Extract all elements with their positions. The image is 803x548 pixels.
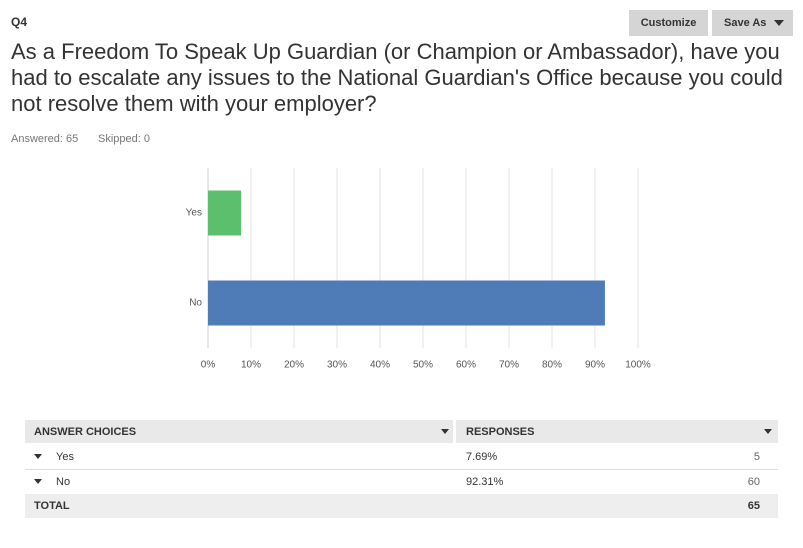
answered-count: Answered: 65	[11, 133, 79, 145]
x-tick-label: 10%	[241, 360, 261, 371]
x-tick-label: 20%	[284, 360, 304, 371]
x-tick-label: 80%	[542, 360, 562, 371]
x-tick-label: 30%	[327, 360, 347, 371]
question-title: As a Freedom To Speak Up Guardian (or Ch…	[11, 39, 783, 116]
customize-button[interactable]: Customize	[629, 10, 708, 36]
sort-arrow[interactable]	[764, 429, 772, 434]
x-tick-label: 100%	[625, 360, 651, 371]
answer-choice: No	[56, 476, 71, 488]
expand-arrow[interactable]	[34, 454, 42, 459]
header-cell	[25, 420, 453, 443]
x-tick-label: 60%	[456, 360, 476, 371]
total-label: TOTAL	[34, 500, 70, 512]
x-tick-label: 50%	[413, 360, 433, 371]
x-tick-label: 0%	[201, 360, 216, 371]
row-divider	[25, 469, 778, 470]
y-tick-label: Yes	[186, 208, 202, 219]
expand-arrow[interactable]	[34, 479, 42, 484]
question-id: Q4	[11, 15, 28, 29]
chart: 0% 10% 20% 30% 40% 50% 60% 70% 80% 90% 100% Yes No	[186, 168, 651, 371]
response-percent: 7.69%	[466, 451, 498, 463]
bar	[208, 280, 605, 326]
save-as-label: Save As	[724, 17, 767, 29]
x-tick-label: 90%	[585, 360, 605, 371]
sort-arrow[interactable]	[441, 429, 449, 434]
column-header[interactable]: ANSWER CHOICES	[34, 426, 137, 438]
column-header[interactable]: RESPONSES	[466, 426, 535, 438]
dropdown-arrow	[774, 20, 785, 27]
skipped-count: Skipped: 0	[98, 133, 150, 145]
response-percent: 92.31%	[466, 476, 504, 488]
total-value: 65	[747, 500, 760, 512]
x-tick-label: 70%	[499, 360, 519, 371]
bar	[208, 190, 242, 236]
save-as-button[interactable]: Save As	[712, 10, 793, 36]
response-count: 5	[753, 451, 760, 463]
results-table: ANSWER CHOICES RESPONSES TOTAL 65 Yes 7.6…	[25, 420, 778, 518]
response-count: 60	[747, 476, 760, 488]
y-tick-label: No	[189, 298, 202, 309]
x-tick-label: 40%	[370, 360, 390, 371]
total-row	[25, 494, 778, 518]
answer-choice: Yes	[56, 451, 74, 463]
header-cell	[456, 420, 778, 443]
